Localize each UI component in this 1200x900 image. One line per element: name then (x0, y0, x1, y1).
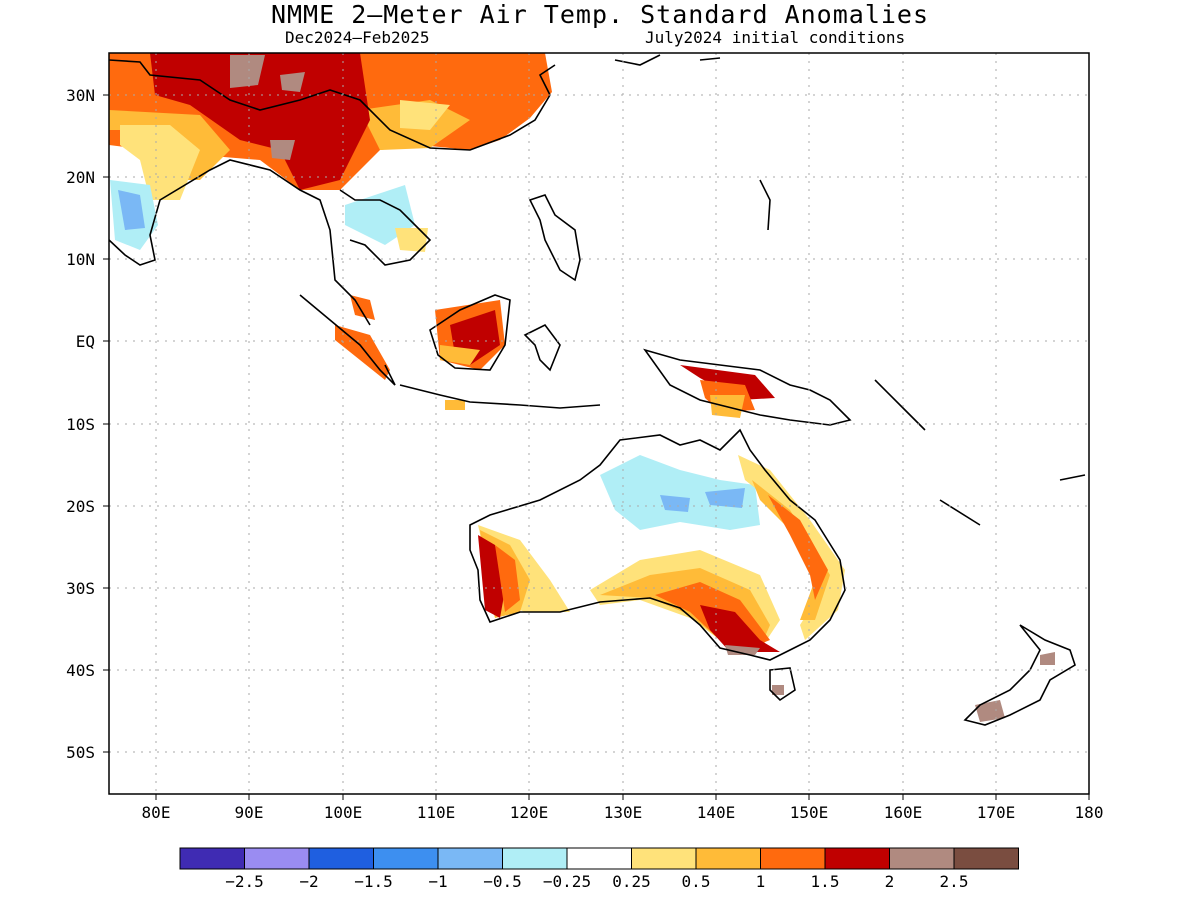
australia-west-warm (495, 545, 520, 612)
asia-weak-warm (120, 100, 450, 200)
java-weak-warm (445, 400, 465, 410)
lon-label-80e: 80E (141, 803, 171, 822)
gridlines (109, 53, 1089, 794)
lat-label-30n: 30N (66, 86, 95, 105)
new-guinea-strong (680, 365, 775, 400)
colorbar-label: 2 (884, 872, 895, 891)
lon-label-120e: 120E (509, 803, 549, 822)
tibet-very-strong (230, 55, 305, 160)
lat-label-eq: EQ (75, 332, 95, 351)
colorbar-label: −0.25 (542, 872, 592, 891)
init-conditions-label: July2024 initial conditions (645, 28, 906, 47)
colorbar-label: −1.5 (354, 872, 393, 891)
colorbar (179, 847, 1019, 870)
lon-label-100e: 100E (323, 803, 363, 822)
lon-label-150e: 150E (789, 803, 829, 822)
colorbar-swatch (695, 847, 761, 870)
lon-label-170e: 170E (976, 803, 1016, 822)
colorbar-label: −0.5 (483, 872, 522, 891)
tibet-strong-warm (150, 53, 370, 190)
colorbar-label: −2 (299, 872, 319, 891)
colorbar-swatch (631, 847, 697, 870)
australia-west-strong (478, 535, 505, 618)
colorbar-swatch (953, 847, 1019, 870)
lat-label-50s: 50S (66, 743, 95, 762)
lat-label-20n: 20N (66, 168, 95, 187)
lon-label-180: 180 (1074, 803, 1104, 822)
colorbar-label: −2.5 (225, 872, 264, 891)
colorbar-swatch (566, 847, 632, 870)
australia-east-weak (738, 455, 845, 640)
borneo-weak (440, 345, 480, 365)
colorbar-swatch (308, 847, 374, 870)
lon-label-90e: 90E (234, 803, 264, 822)
colorbar-label: 0.25 (612, 872, 651, 891)
colorbar-label: −1 (428, 872, 448, 891)
australia-south-strong (700, 605, 780, 652)
axis-ticks (103, 94, 1090, 800)
lat-label-10n: 10N (66, 250, 95, 269)
colorbar-swatch (502, 847, 568, 870)
australia-mod-cool (660, 488, 745, 512)
colorbar-label: 2.5 (939, 872, 969, 891)
colorbar-swatch (373, 847, 439, 870)
colorbar-swatch (824, 847, 890, 870)
colorbar-label: 1 (755, 872, 766, 891)
australia-east-warm (768, 495, 828, 600)
nz-very-strong (975, 652, 1055, 722)
australia-cool (600, 455, 760, 530)
lat-label-20s: 20S (66, 497, 95, 516)
colorbar-swatch (437, 847, 503, 870)
colorbar-label: 1.5 (810, 872, 840, 891)
colorbar-swatch (179, 847, 245, 870)
india-mod-cool (118, 190, 145, 230)
lat-label-10s: 10S (66, 415, 95, 434)
season-label: Dec2024—Feb2025 (285, 28, 430, 47)
lon-label-110e: 110E (416, 803, 456, 822)
lat-label-40s: 40S (66, 661, 95, 680)
colorbar-swatch (889, 847, 955, 870)
colorbar-swatch (760, 847, 826, 870)
coastlines (109, 54, 1086, 726)
lon-label-130e: 130E (603, 803, 643, 822)
sumatra-warm (335, 295, 390, 380)
lon-label-160e: 160E (883, 803, 923, 822)
lat-label-30s: 30S (66, 579, 95, 598)
colorbar-label: 0.5 (681, 872, 711, 891)
map-plot-area (109, 53, 1089, 794)
map-title: NMME 2—Meter Air Temp. Standard Anomalie… (270, 0, 930, 29)
colorbar-swatch (244, 847, 310, 870)
lon-label-140e: 140E (696, 803, 736, 822)
indochina-weak-warm (395, 228, 428, 252)
